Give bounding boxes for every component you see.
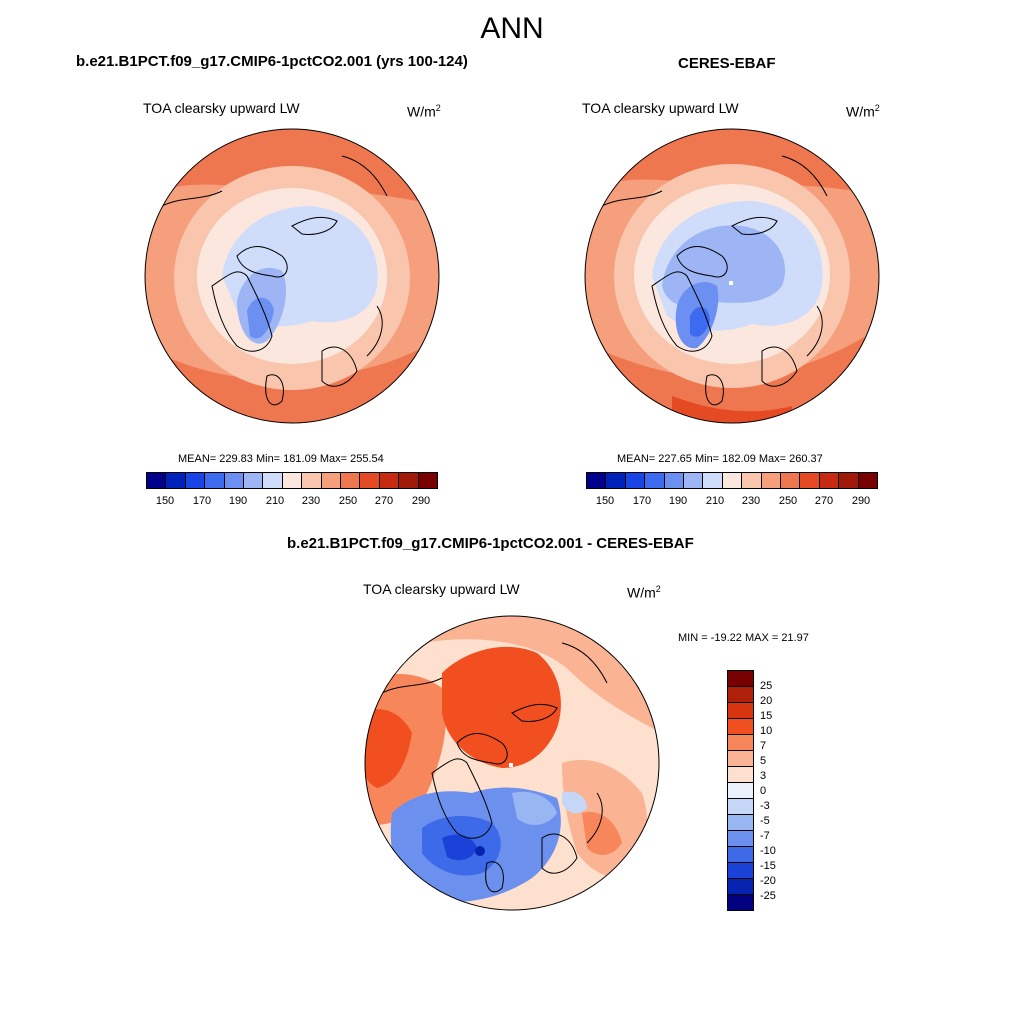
colorbar-tick: -20 bbox=[760, 875, 776, 887]
colorbar-swatch bbox=[379, 473, 400, 488]
model-colorbar bbox=[146, 472, 438, 489]
colorbar-swatch bbox=[321, 473, 342, 488]
colorbar-tick: 210 bbox=[705, 495, 725, 507]
model-polar-map[interactable] bbox=[142, 126, 442, 426]
colorbar-swatch bbox=[166, 473, 186, 488]
colorbar-tick: 190 bbox=[668, 495, 688, 507]
colorbar-tick: 150 bbox=[155, 495, 175, 507]
colorbar-swatch bbox=[728, 703, 753, 719]
colorbar-swatch bbox=[185, 473, 206, 488]
colorbar-swatch bbox=[728, 831, 753, 847]
colorbar-tick: 230 bbox=[301, 495, 321, 507]
colorbar-swatch bbox=[728, 879, 753, 895]
colorbar-swatch bbox=[418, 473, 438, 488]
diff-units-label: W/m2 bbox=[627, 584, 661, 601]
colorbar-tick: 250 bbox=[778, 495, 798, 507]
colorbar-swatch bbox=[800, 473, 820, 488]
diff-panel-title: b.e21.B1PCT.f09_g17.CMIP6-1pctCO2.001 - … bbox=[287, 535, 694, 552]
colorbar-tick: -10 bbox=[760, 845, 776, 857]
colorbar-swatch bbox=[684, 473, 704, 488]
colorbar-swatch bbox=[728, 895, 753, 910]
colorbar-swatch bbox=[645, 473, 665, 488]
colorbar-tick: 20 bbox=[760, 695, 773, 707]
colorbar-swatch bbox=[664, 473, 685, 488]
colorbar-swatch bbox=[587, 473, 607, 488]
colorbar-tick: -5 bbox=[760, 815, 770, 827]
colorbar-swatch bbox=[302, 473, 322, 488]
colorbar-tick: -3 bbox=[760, 800, 770, 812]
colorbar-tick: 3 bbox=[760, 770, 767, 782]
colorbar-tick: 15 bbox=[760, 710, 773, 722]
colorbar-tick: 170 bbox=[632, 495, 652, 507]
colorbar-tick: 0 bbox=[760, 785, 767, 797]
colorbar-swatch bbox=[819, 473, 840, 488]
diff-colorbar bbox=[727, 670, 754, 911]
model-stats: MEAN= 229.83 Min= 181.09 Max= 255.54 bbox=[178, 453, 384, 465]
colorbar-swatch bbox=[147, 473, 167, 488]
colorbar-tick: 250 bbox=[338, 495, 358, 507]
figure-title: ANN bbox=[480, 12, 544, 45]
colorbar-swatch bbox=[839, 473, 859, 488]
colorbar-swatch bbox=[761, 473, 782, 488]
colorbar-swatch bbox=[224, 473, 245, 488]
model-units-label: W/m2 bbox=[407, 103, 441, 120]
colorbar-swatch bbox=[728, 847, 753, 863]
colorbar-swatch bbox=[728, 719, 753, 735]
colorbar-swatch bbox=[728, 767, 753, 783]
model-panel-title: b.e21.B1PCT.f09_g17.CMIP6-1pctCO2.001 (y… bbox=[76, 53, 468, 70]
colorbar-tick: 290 bbox=[411, 495, 431, 507]
colorbar-swatch bbox=[781, 473, 801, 488]
obs-stats: MEAN= 227.65 Min= 182.09 Max= 260.37 bbox=[617, 453, 823, 465]
colorbar-swatch bbox=[205, 473, 225, 488]
diff-polar-map[interactable] bbox=[362, 613, 662, 913]
colorbar-swatch bbox=[728, 751, 753, 767]
colorbar-tick: 270 bbox=[374, 495, 394, 507]
colorbar-tick: 5 bbox=[760, 755, 767, 767]
colorbar-swatch bbox=[728, 863, 753, 879]
colorbar-swatch bbox=[728, 671, 753, 687]
colorbar-swatch bbox=[728, 783, 753, 799]
colorbar-swatch bbox=[728, 815, 753, 831]
obs-colorbar bbox=[586, 472, 878, 489]
colorbar-tick: 170 bbox=[192, 495, 212, 507]
colorbar-tick: 290 bbox=[851, 495, 871, 507]
colorbar-swatch bbox=[360, 473, 380, 488]
colorbar-tick: -15 bbox=[760, 860, 776, 872]
colorbar-swatch bbox=[625, 473, 646, 488]
colorbar-tick: 270 bbox=[814, 495, 834, 507]
colorbar-swatch bbox=[263, 473, 283, 488]
colorbar-swatch bbox=[399, 473, 419, 488]
colorbar-tick: 230 bbox=[741, 495, 761, 507]
colorbar-swatch bbox=[282, 473, 303, 488]
colorbar-swatch bbox=[742, 473, 762, 488]
colorbar-swatch bbox=[728, 687, 753, 703]
colorbar-tick: 210 bbox=[265, 495, 285, 507]
colorbar-tick: -25 bbox=[760, 890, 776, 902]
colorbar-tick: 25 bbox=[760, 680, 773, 692]
model-variable-label: TOA clearsky upward LW bbox=[143, 100, 300, 116]
colorbar-swatch bbox=[728, 735, 753, 751]
diff-stats: MIN = -19.22 MAX = 21.97 bbox=[678, 632, 809, 644]
colorbar-swatch bbox=[606, 473, 626, 488]
colorbar-swatch bbox=[341, 473, 361, 488]
colorbar-swatch bbox=[244, 473, 264, 488]
colorbar-swatch bbox=[728, 799, 753, 815]
colorbar-tick: 10 bbox=[760, 725, 773, 737]
obs-variable-label: TOA clearsky upward LW bbox=[582, 100, 739, 116]
diff-variable-label: TOA clearsky upward LW bbox=[363, 581, 520, 597]
colorbar-tick: 7 bbox=[760, 740, 767, 752]
colorbar-tick: 150 bbox=[595, 495, 615, 507]
colorbar-swatch bbox=[858, 473, 878, 488]
colorbar-swatch bbox=[722, 473, 743, 488]
obs-units-label: W/m2 bbox=[846, 103, 880, 120]
colorbar-tick: 190 bbox=[228, 495, 248, 507]
colorbar-tick: -7 bbox=[760, 830, 770, 842]
obs-panel-title: CERES-EBAF bbox=[678, 55, 776, 72]
obs-polar-map[interactable] bbox=[582, 126, 882, 426]
colorbar-swatch bbox=[703, 473, 723, 488]
